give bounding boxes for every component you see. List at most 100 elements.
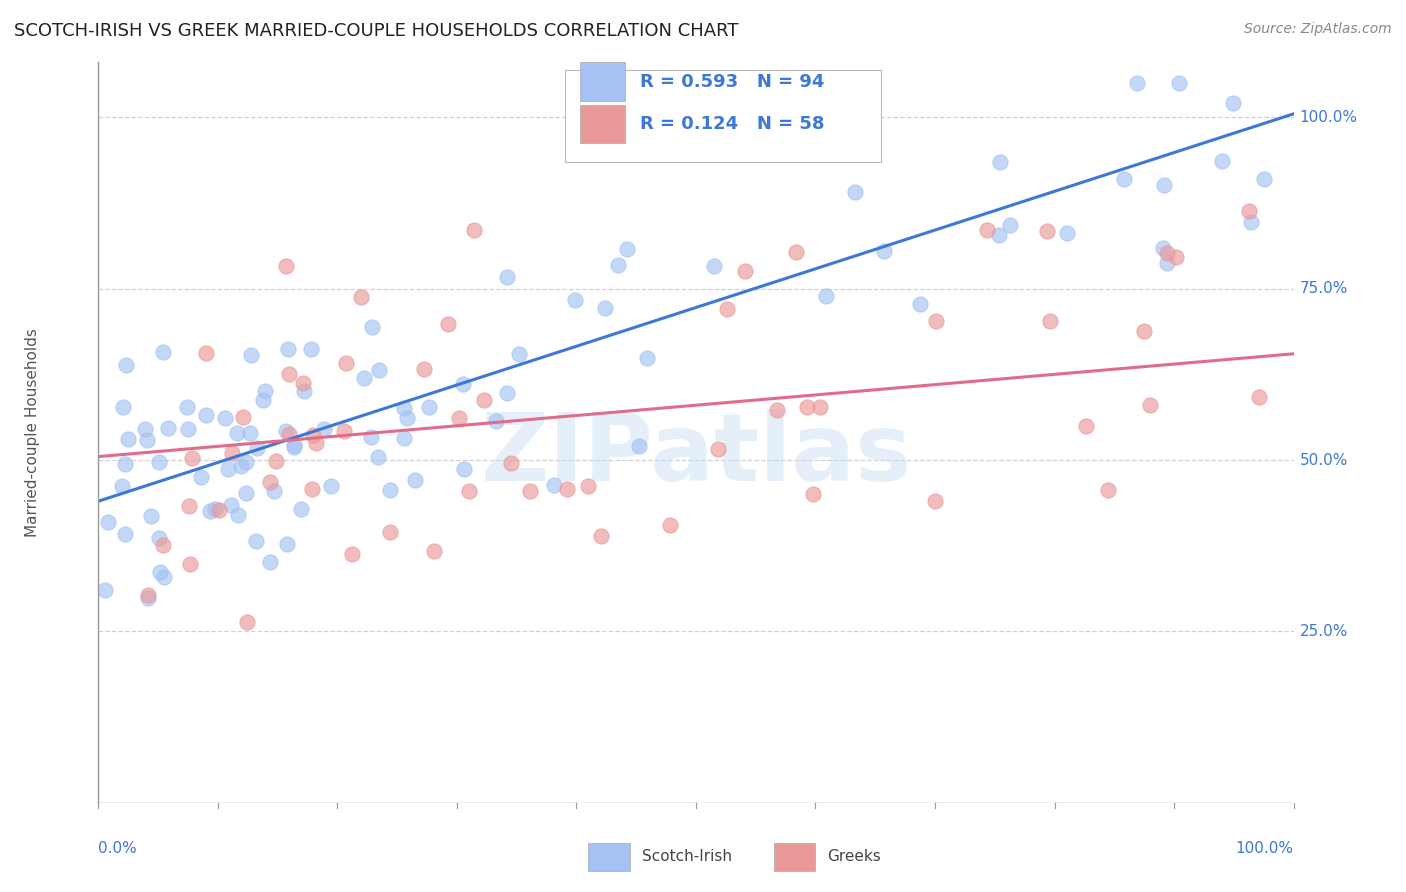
- Point: [277, 343, 299, 357]
- Point: [453, 461, 475, 475]
- Point: [451, 376, 474, 391]
- Text: 100.0%: 100.0%: [1236, 840, 1294, 855]
- Point: [1132, 324, 1154, 338]
- Point: [208, 503, 231, 517]
- Point: [1035, 224, 1057, 238]
- Point: [292, 376, 315, 391]
- Point: [276, 537, 298, 551]
- Point: [136, 591, 159, 606]
- Point: [924, 494, 946, 508]
- Point: [734, 264, 756, 278]
- Point: [274, 424, 297, 438]
- Point: [844, 185, 866, 199]
- Point: [1039, 314, 1062, 328]
- Point: [706, 442, 728, 456]
- FancyBboxPatch shape: [589, 843, 630, 871]
- Point: [872, 244, 894, 258]
- Point: [519, 483, 541, 498]
- Point: [463, 223, 485, 237]
- Point: [367, 363, 389, 377]
- Point: [252, 392, 274, 407]
- Point: [543, 478, 565, 492]
- Point: [136, 433, 159, 447]
- Point: [796, 400, 818, 414]
- Text: R = 0.593   N = 94: R = 0.593 N = 94: [640, 72, 824, 91]
- Text: SCOTCH-IRISH VS GREEK MARRIED-COUPLE HOUSEHOLDS CORRELATION CHART: SCOTCH-IRISH VS GREEK MARRIED-COUPLE HOU…: [14, 22, 738, 40]
- Point: [1112, 172, 1135, 186]
- Point: [204, 501, 226, 516]
- Point: [229, 458, 252, 473]
- Point: [353, 371, 375, 385]
- Point: [1153, 178, 1175, 192]
- Point: [340, 547, 363, 561]
- Point: [195, 346, 218, 360]
- Point: [236, 615, 259, 630]
- Point: [1139, 398, 1161, 412]
- Point: [333, 424, 356, 438]
- Point: [136, 589, 159, 603]
- Point: [636, 351, 658, 366]
- Point: [404, 473, 426, 487]
- Point: [319, 479, 342, 493]
- Point: [232, 410, 254, 425]
- Point: [449, 411, 471, 425]
- Point: [1156, 255, 1178, 269]
- Point: [239, 425, 262, 440]
- Point: [198, 504, 221, 518]
- Point: [152, 538, 174, 552]
- Point: [1000, 218, 1022, 232]
- Point: [437, 317, 460, 331]
- Point: [976, 223, 998, 237]
- Point: [508, 347, 530, 361]
- Point: [278, 367, 301, 381]
- Text: 75.0%: 75.0%: [1299, 281, 1348, 296]
- Point: [1074, 418, 1097, 433]
- Text: 50.0%: 50.0%: [1299, 452, 1348, 467]
- Point: [263, 483, 285, 498]
- Point: [176, 400, 198, 414]
- Point: [412, 362, 434, 376]
- Point: [259, 475, 281, 489]
- Text: ZIPatlas: ZIPatlas: [481, 409, 911, 500]
- Point: [360, 430, 382, 444]
- Point: [785, 244, 807, 259]
- Point: [1164, 250, 1187, 264]
- Point: [485, 414, 508, 428]
- Point: [117, 432, 139, 446]
- Point: [141, 508, 163, 523]
- Point: [274, 259, 297, 273]
- Point: [658, 518, 681, 533]
- Point: [703, 259, 725, 273]
- Point: [499, 456, 522, 470]
- Point: [290, 502, 312, 516]
- Point: [152, 570, 174, 584]
- Point: [148, 532, 170, 546]
- Point: [815, 289, 838, 303]
- Point: [283, 438, 305, 452]
- Point: [217, 462, 239, 476]
- Point: [472, 393, 495, 408]
- Point: [1253, 172, 1275, 186]
- Point: [94, 583, 117, 598]
- Point: [190, 469, 212, 483]
- Text: Married-couple Households: Married-couple Households: [25, 328, 41, 537]
- Point: [301, 483, 323, 497]
- Point: [114, 527, 136, 541]
- Point: [157, 420, 180, 434]
- Point: [283, 440, 305, 454]
- Point: [254, 384, 277, 398]
- Point: [292, 384, 315, 398]
- Point: [495, 386, 517, 401]
- Point: [264, 454, 287, 468]
- FancyBboxPatch shape: [581, 62, 626, 101]
- Point: [305, 435, 328, 450]
- Point: [245, 441, 267, 455]
- Point: [1097, 483, 1119, 498]
- Point: [245, 534, 267, 549]
- Point: [97, 516, 120, 530]
- Point: [392, 431, 415, 445]
- Text: R = 0.124   N = 58: R = 0.124 N = 58: [640, 115, 824, 133]
- Point: [1156, 245, 1178, 260]
- Point: [576, 479, 599, 493]
- Point: [395, 411, 418, 425]
